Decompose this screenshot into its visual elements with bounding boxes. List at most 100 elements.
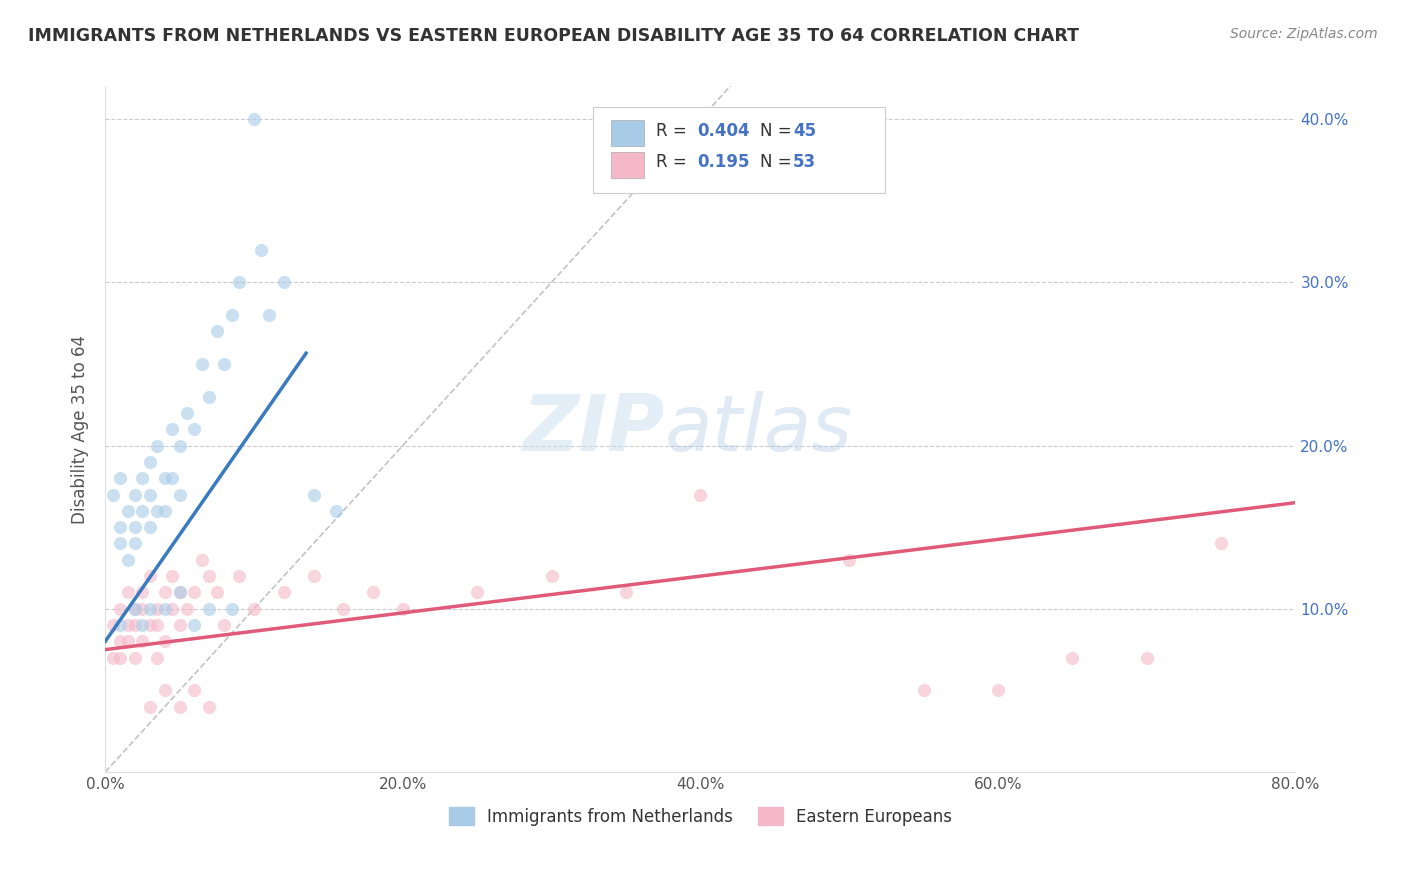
Point	[183, 618, 205, 632]
Point	[228, 569, 250, 583]
Point	[117, 504, 139, 518]
Point	[198, 390, 221, 404]
Point	[212, 618, 235, 632]
Point	[176, 601, 198, 615]
Point	[912, 683, 935, 698]
Point	[124, 520, 146, 534]
Point	[160, 569, 183, 583]
Point	[198, 601, 221, 615]
Point	[101, 487, 124, 501]
Point	[987, 683, 1010, 698]
Point	[131, 471, 153, 485]
Text: 53: 53	[793, 153, 817, 170]
Point	[169, 618, 191, 632]
Point	[124, 536, 146, 550]
Point	[250, 243, 273, 257]
Point	[117, 553, 139, 567]
Point	[139, 569, 162, 583]
Point	[153, 683, 176, 698]
Point	[139, 618, 162, 632]
Text: ZIP: ZIP	[523, 392, 665, 467]
Text: 45: 45	[793, 122, 817, 140]
Point	[101, 618, 124, 632]
Point	[108, 520, 131, 534]
Point	[221, 308, 243, 322]
Point	[243, 601, 266, 615]
Point	[302, 487, 325, 501]
Point	[146, 601, 169, 615]
Point	[131, 618, 153, 632]
Legend: Immigrants from Netherlands, Eastern Europeans: Immigrants from Netherlands, Eastern Eur…	[441, 801, 959, 832]
Text: 0.404: 0.404	[697, 122, 749, 140]
Point	[361, 585, 384, 599]
Point	[131, 601, 153, 615]
Point	[160, 601, 183, 615]
Point	[124, 618, 146, 632]
Point	[169, 487, 191, 501]
Point	[191, 553, 214, 567]
Text: IMMIGRANTS FROM NETHERLANDS VS EASTERN EUROPEAN DISABILITY AGE 35 TO 64 CORRELAT: IMMIGRANTS FROM NETHERLANDS VS EASTERN E…	[28, 27, 1080, 45]
Point	[183, 422, 205, 436]
Point	[101, 650, 124, 665]
Point	[689, 487, 711, 501]
Point	[191, 357, 214, 371]
Text: R =: R =	[657, 153, 697, 170]
Point	[131, 634, 153, 648]
Text: atlas: atlas	[665, 392, 852, 467]
Point	[198, 569, 221, 583]
Point	[169, 699, 191, 714]
Point	[146, 504, 169, 518]
Point	[139, 699, 162, 714]
Point	[117, 585, 139, 599]
Point	[108, 601, 131, 615]
Point	[176, 406, 198, 420]
Point	[838, 553, 860, 567]
Point	[131, 504, 153, 518]
Point	[124, 601, 146, 615]
Point	[131, 585, 153, 599]
Text: R =: R =	[657, 122, 692, 140]
Point	[117, 634, 139, 648]
Y-axis label: Disability Age 35 to 64: Disability Age 35 to 64	[72, 334, 89, 524]
Point	[228, 275, 250, 289]
Point	[139, 487, 162, 501]
Point	[212, 357, 235, 371]
Point	[124, 650, 146, 665]
Point	[391, 601, 413, 615]
Point	[146, 438, 169, 452]
Bar	[612, 152, 644, 178]
Point	[146, 650, 169, 665]
Point	[108, 650, 131, 665]
Point	[146, 618, 169, 632]
Point	[243, 112, 266, 126]
Point	[1062, 650, 1084, 665]
Point	[160, 422, 183, 436]
Point	[302, 569, 325, 583]
Bar	[612, 120, 644, 146]
Point	[465, 585, 488, 599]
Point	[169, 585, 191, 599]
Point	[205, 324, 228, 338]
Point	[540, 569, 562, 583]
Point	[160, 471, 183, 485]
Point	[108, 634, 131, 648]
Point	[153, 504, 176, 518]
Point	[221, 601, 243, 615]
Point	[332, 601, 354, 615]
Point	[117, 618, 139, 632]
Point	[169, 438, 191, 452]
Point	[205, 585, 228, 599]
Point	[108, 618, 131, 632]
Point	[1136, 650, 1159, 665]
Point	[198, 699, 221, 714]
Point	[139, 601, 162, 615]
Point	[153, 585, 176, 599]
Point	[257, 308, 280, 322]
Point	[108, 471, 131, 485]
Point	[169, 585, 191, 599]
Point	[153, 634, 176, 648]
Point	[108, 536, 131, 550]
Point	[325, 504, 347, 518]
Point	[153, 601, 176, 615]
Point	[1209, 536, 1232, 550]
